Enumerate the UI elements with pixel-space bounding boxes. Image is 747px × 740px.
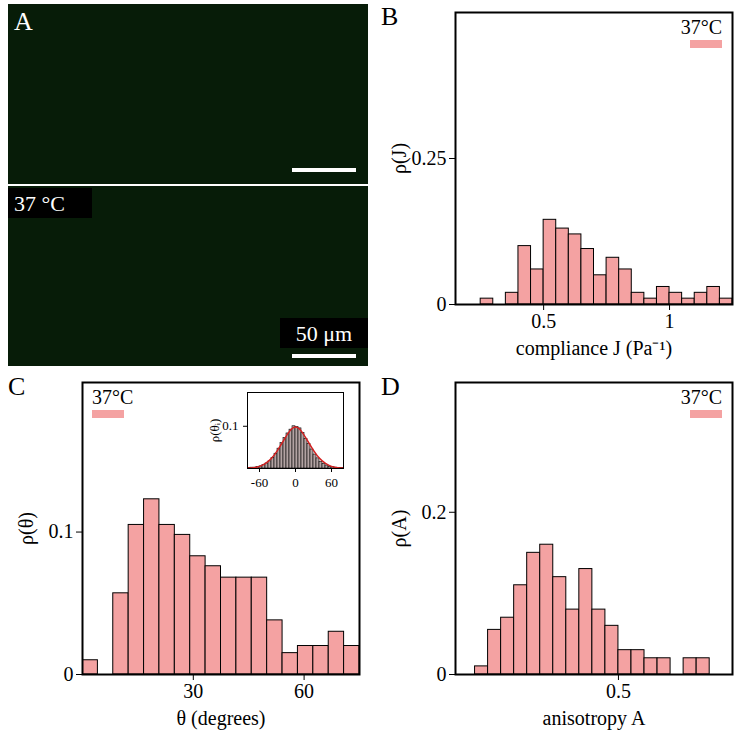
svg-text:60: 60 [294, 680, 314, 702]
svg-text:anisotropy A: anisotropy A [543, 707, 646, 730]
html-text:D: D [381, 372, 400, 401]
svg-text:ρ(θ): ρ(θ) [15, 512, 38, 545]
svg-text:0.1: 0.1 [49, 520, 74, 542]
html-text:37°C: 37°C [92, 386, 134, 408]
svg-text:ρ(J): ρ(J) [388, 143, 411, 174]
svg-text:30: 30 [183, 680, 203, 702]
html-text:37°C: 37°C [680, 386, 722, 408]
html-text:B: B [381, 2, 399, 31]
html-text:C: C [8, 372, 26, 401]
svg-text:compliance J (Pa⁻¹): compliance J (Pa⁻¹) [516, 337, 672, 360]
svg-text:A: A [14, 7, 33, 36]
svg-text:0: 0 [437, 293, 447, 315]
html-text:37°C: 37°C [680, 16, 722, 38]
svg-text:37 °C: 37 °C [14, 191, 65, 216]
svg-text:0.2: 0.2 [422, 501, 447, 523]
svg-text:θ (degrees): θ (degrees) [177, 707, 266, 730]
svg-text:0.5: 0.5 [531, 310, 556, 332]
svg-text:0: 0 [437, 663, 447, 685]
svg-text:60: 60 [325, 475, 338, 490]
svg-text:0.25: 0.25 [412, 147, 447, 169]
svg-text:ρ(θᵢ): ρ(θᵢ) [207, 419, 222, 443]
svg-text:50 μm: 50 μm [296, 321, 352, 346]
svg-text:ρ(A): ρ(A) [388, 510, 411, 548]
svg-text:0.5: 0.5 [606, 680, 631, 702]
svg-text:1: 1 [665, 310, 675, 332]
svg-text:-60: -60 [251, 475, 268, 490]
svg-text:0: 0 [64, 663, 74, 685]
svg-text:0.1: 0.1 [222, 418, 238, 433]
svg-text:0: 0 [292, 475, 299, 490]
